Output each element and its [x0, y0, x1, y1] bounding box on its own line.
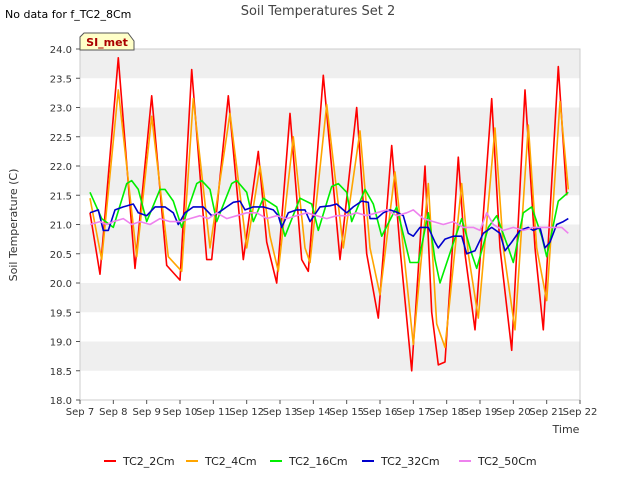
x-tick-label: Sep 20	[496, 407, 531, 418]
plot-background-bands	[80, 49, 580, 400]
chart-title: Soil Temperatures Set 2	[241, 4, 396, 19]
x-tick-label: Sep 8	[99, 407, 127, 418]
legend-item: TC2_32Cm	[362, 455, 440, 468]
y-tick-label: 20.0	[50, 279, 72, 290]
legend-item: TC2_50Cm	[459, 455, 537, 468]
series-line-tc2-2cm	[89, 57, 568, 372]
y-tick-label: 21.0	[50, 221, 72, 232]
y-tick-label: 24.0	[50, 45, 72, 56]
y-tick-label: 21.5	[50, 191, 72, 202]
grid-band	[80, 341, 580, 371]
x-tick-label: Sep 17	[396, 407, 431, 418]
y-tick-label: 22.0	[50, 162, 72, 173]
no-data-note: No data for f_TC2_8Cm	[5, 8, 131, 21]
legend-label: TC2_16Cm	[288, 455, 348, 468]
legend-label: TC2_32Cm	[380, 455, 440, 468]
x-tick-label: Sep 13	[263, 407, 298, 418]
series-line-tc2-32cm	[89, 200, 569, 255]
x-tick-label: Sep 12	[229, 407, 264, 418]
x-tick-label: Sep 14	[296, 407, 331, 418]
x-tick-label: Sep 10	[163, 407, 198, 418]
grid-band	[80, 283, 580, 313]
series-line-tc2-50cm	[89, 209, 569, 234]
x-tick-label: Sep 15	[329, 407, 364, 418]
y-tick-label: 22.5	[50, 133, 72, 144]
x-tick-label: Sep 16	[363, 407, 398, 418]
y-tick-label: 18.0	[50, 396, 72, 407]
legend-label: TC2_2Cm	[122, 455, 175, 468]
legend-item: TC2_4Cm	[186, 455, 257, 468]
x-tick-label: Sep 9	[132, 407, 160, 418]
y-tick-label: 19.5	[50, 308, 72, 319]
y-tick-label: 20.5	[50, 250, 72, 261]
x-tick-label: Sep 19	[463, 407, 498, 418]
x-tick-label: Sep 18	[429, 407, 464, 418]
y-tick-label: 18.5	[50, 367, 72, 378]
y-axis-ticks: 18.0 18.5 19.0 19.5 20.0 20.5 21.0 21.5 22.0 22.5…	[50, 45, 80, 407]
x-tick-label: Sep 7	[66, 407, 94, 418]
x-tick-label: Sep 11	[196, 407, 231, 418]
legend-label: TC2_4Cm	[204, 455, 257, 468]
site-label: SI_met	[86, 36, 128, 49]
y-axis-label: Soil Temperature (C)	[7, 169, 20, 282]
x-axis-label: Time	[552, 423, 580, 436]
legend: TC2_2Cm TC2_4Cm TC2_16Cm TC2_32Cm TC2_50Cm	[104, 455, 537, 468]
y-tick-label: 19.0	[50, 338, 72, 349]
legend-item: TC2_2Cm	[104, 455, 175, 468]
legend-item: TC2_16Cm	[270, 455, 348, 468]
y-tick-label: 23.0	[50, 104, 72, 115]
series-lines	[89, 57, 570, 372]
site-label-box: SI_met	[79, 32, 135, 51]
x-tick-label: Sep 22	[563, 407, 598, 418]
y-tick-label: 23.5	[50, 74, 72, 85]
x-tick-label: Sep 21	[529, 407, 564, 418]
legend-label: TC2_50Cm	[477, 455, 537, 468]
grid-band	[80, 49, 580, 79]
